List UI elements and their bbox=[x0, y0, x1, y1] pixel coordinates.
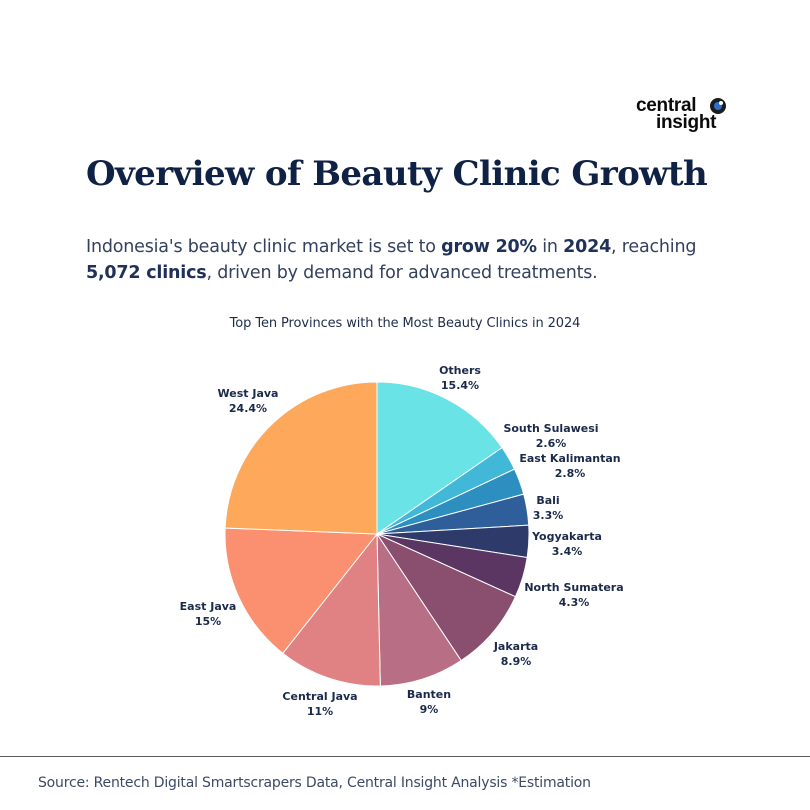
slice-label-jakarta: Jakarta 8.9% bbox=[493, 640, 538, 668]
subtitle-part-2: in bbox=[536, 237, 564, 257]
subtitle-part-3: 2024 bbox=[563, 237, 612, 257]
page-title: Overview of Beauty Clinic Growth bbox=[86, 154, 708, 194]
pie-slice-west-java bbox=[224, 381, 378, 535]
slice-label-south-sulawesi: South Sulawesi 2.6% bbox=[503, 422, 598, 450]
slice-label-north-sumatera: North Sumatera 4.3% bbox=[524, 581, 623, 609]
pie-slice-others bbox=[376, 381, 503, 535]
pie-slice-jakarta bbox=[375, 532, 517, 662]
pie-slice-east-java bbox=[224, 527, 379, 654]
page-subtitle: Indonesia's beauty clinic market is set … bbox=[86, 234, 726, 286]
footer-divider bbox=[0, 756, 810, 757]
pie-slice-banten bbox=[376, 532, 462, 687]
subtitle-part-1: grow 20% bbox=[441, 237, 537, 257]
slice-label-east-kalimantan: East Kalimantan 2.8% bbox=[519, 452, 620, 480]
slice-label-others: Others 15.4% bbox=[439, 364, 481, 392]
chart-title: Top Ten Provinces with the Most Beauty C… bbox=[229, 316, 581, 331]
slice-label-yogyakarta: Yogyakarta 3.4% bbox=[531, 530, 602, 558]
brand-line-2: insight bbox=[656, 112, 717, 133]
pie-chart: Others 15.4% South Sulawesi 2.6%East Kalima… bbox=[180, 364, 624, 718]
subtitle-part-0: Indonesia's beauty clinic market is set … bbox=[86, 237, 442, 257]
subtitle-part-5: 5,072 clinics bbox=[86, 263, 207, 283]
slice-label-bali: Bali 3.3% bbox=[533, 494, 564, 522]
subtitle-part-4: , reaching bbox=[611, 237, 697, 257]
slice-label-central-java: Central Java 11% bbox=[282, 690, 357, 718]
brand-line-1: central bbox=[636, 95, 697, 116]
slice-label-west-java: West Java 24.4% bbox=[218, 387, 279, 415]
pie-slice-central-java bbox=[282, 532, 381, 687]
subtitle-part-6: , driven by demand for advanced treatmen… bbox=[206, 263, 598, 283]
slice-label-east-java: East Java 15% bbox=[180, 600, 237, 628]
slice-label-banten: Banten 9% bbox=[407, 688, 451, 716]
eye-logo-icon bbox=[710, 98, 726, 114]
brand-logo: central insight bbox=[636, 95, 717, 133]
source-note: Source: Rentech Digital Smartscrapers Da… bbox=[38, 775, 591, 791]
